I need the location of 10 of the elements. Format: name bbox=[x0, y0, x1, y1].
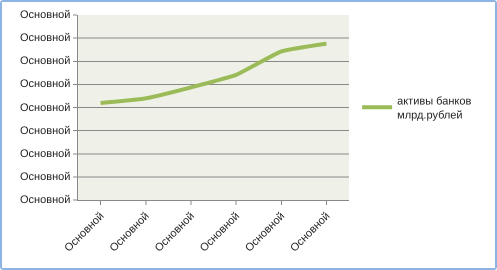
text: Основной bbox=[20, 55, 70, 67]
text: Основной bbox=[20, 125, 70, 137]
text: Основной bbox=[20, 102, 70, 114]
text: Основной bbox=[20, 78, 70, 90]
text: Основной bbox=[20, 194, 70, 206]
text: Основной bbox=[20, 32, 70, 44]
text: Основной bbox=[20, 9, 70, 21]
text: Основной bbox=[20, 171, 70, 183]
legend-label: активы банков млрд.рублей bbox=[397, 95, 472, 122]
text: Основной bbox=[20, 148, 70, 160]
